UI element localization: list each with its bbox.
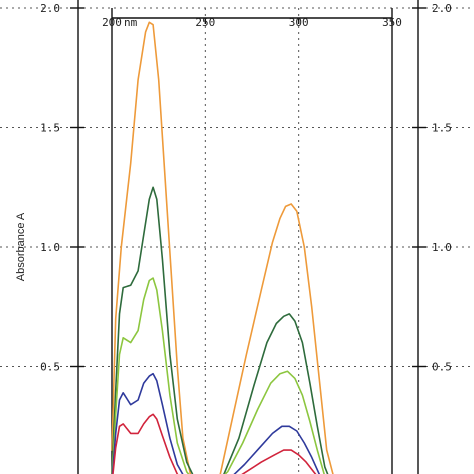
y-tick-label-right: 0.5 [432, 361, 452, 374]
series-line-5 [112, 413, 317, 474]
series-line-1 [111, 21, 334, 474]
y-tick-label-right: 1.0 [432, 241, 452, 254]
x-tick-label: 300 [289, 16, 309, 29]
grid-layer [0, 7, 474, 474]
y-tick-label-right: 2.0 [432, 2, 452, 15]
series-line-2 [111, 186, 329, 474]
y-tick-label-left: 1.5 [40, 122, 60, 135]
labels-layer: 200 250 300 350 nm 0.5 1.0 1.5 2.0 0.5 1.0 1.5 2.0 Ab… [15, 2, 452, 374]
series-line-3 [111, 277, 325, 474]
y-tick-label-left: 1.0 [40, 241, 60, 254]
axes-layer [70, 0, 426, 474]
y-tick-label-left: 0.5 [40, 361, 60, 374]
x-tick-label: 250 [195, 16, 215, 29]
series-layer [111, 21, 334, 474]
y-tick-label-right: 1.5 [432, 122, 452, 135]
series-line-4 [111, 372, 321, 474]
y-axis-title: Absorbance A [15, 212, 27, 281]
x-tick-label: 350 [382, 16, 402, 29]
x-unit-label: nm [124, 16, 138, 29]
y-tick-label-left: 2.0 [40, 2, 60, 15]
x-tick-label: 200 [102, 16, 122, 29]
